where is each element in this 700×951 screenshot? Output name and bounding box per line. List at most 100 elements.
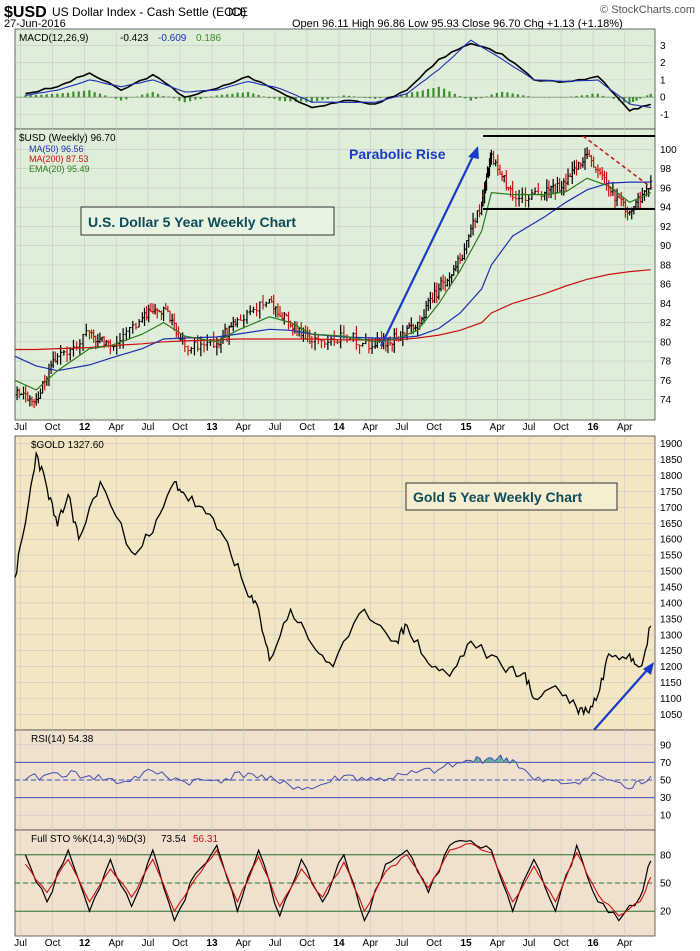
time-tick-label: Apr — [108, 938, 124, 949]
value-tick-label: 1500 — [660, 567, 683, 578]
value-tick-label: 1 — [660, 75, 666, 86]
macd-histogram-bar — [495, 92, 499, 98]
macd-histogram-bar — [220, 94, 224, 98]
macd-histogram-bar — [570, 96, 573, 98]
macd-histogram-bar — [241, 92, 244, 98]
value-tick-label: 1650 — [660, 519, 683, 530]
time-tick-label: 14 — [333, 938, 345, 949]
rsi-legend: RSI(14) 54.38 — [31, 734, 94, 745]
macd-histogram-bar — [649, 93, 652, 98]
value-tick-label: 90 — [660, 241, 672, 252]
macd-histogram-bar — [162, 95, 165, 98]
macd-histogram-bar — [119, 97, 123, 101]
time-tick-label: 16 — [587, 422, 599, 433]
macd-histogram-bar — [252, 93, 255, 98]
macd-histogram-bar — [642, 97, 645, 98]
macd-histogram-bar — [548, 97, 551, 98]
macd-histogram-bar — [332, 97, 335, 98]
sto-d-value: 56.31 — [193, 834, 218, 845]
value-tick-label: 1850 — [660, 455, 683, 466]
macd-histogram-bar — [299, 97, 303, 102]
time-tick-label: Apr — [617, 938, 633, 949]
macd-histogram-bar — [283, 97, 287, 102]
value-tick-label: 50 — [660, 776, 672, 787]
ema20-legend: EMA(20) 95.49 — [29, 164, 90, 174]
macd-histogram-bar — [586, 95, 589, 98]
time-tick-label: 14 — [333, 422, 345, 433]
parabolic-rise-arrow — [380, 151, 476, 347]
macd-histogram-bar — [411, 92, 414, 98]
macd-histogram-bar — [310, 97, 313, 103]
time-tick-label: Apr — [490, 422, 506, 433]
macd-histogram-bar — [501, 91, 504, 98]
gold-title-box — [405, 482, 618, 511]
macd-histogram-bar — [480, 97, 483, 99]
macd-histogram-bar — [199, 97, 202, 100]
macd-histogram-bar — [34, 94, 38, 98]
macd-legend-title: MACD(12,26,9) — [19, 33, 88, 44]
value-tick-label: 1350 — [660, 614, 683, 625]
time-tick-label: Jul — [14, 422, 27, 433]
macd-histogram-bar — [612, 97, 615, 99]
macd-histogram-bar — [358, 97, 361, 98]
time-tick-label: Jul — [142, 938, 155, 949]
usd-panel — [14, 128, 656, 421]
macd-histogram-bar — [596, 93, 599, 98]
macd-histogram-bar — [646, 95, 649, 98]
time-tick-label: Apr — [236, 938, 252, 949]
value-tick-label: 88 — [660, 260, 672, 271]
macd-histogram-bar — [554, 97, 557, 98]
macd-histogram-bar — [141, 94, 144, 98]
downtrend-line — [582, 135, 653, 189]
macd-histogram-bar — [437, 86, 440, 98]
macd-histogram-bar — [337, 96, 340, 98]
macd-histogram-bar — [135, 96, 138, 98]
macd-histogram-bar — [538, 97, 541, 98]
gold-price-line — [14, 450, 652, 717]
macd-histogram-bar — [379, 97, 382, 99]
macd-histogram-bar — [353, 96, 356, 98]
value-tick-label: 1600 — [660, 535, 683, 546]
macd-histogram-bar — [151, 91, 154, 98]
value-tick-label: 30 — [660, 793, 672, 804]
value-tick-label: 3 — [660, 41, 666, 52]
value-tick-label: 1050 — [660, 710, 683, 721]
time-tick-label: Jul — [269, 422, 282, 433]
macd-histogram-bar — [448, 91, 451, 98]
macd-histogram-bar — [522, 95, 525, 98]
macd-histogram-bar — [405, 93, 408, 98]
value-tick-label: 80 — [660, 850, 672, 861]
macd-histogram-bar — [215, 95, 218, 98]
parabolic-arrowhead — [468, 146, 479, 159]
macd-histogram-bar — [130, 97, 133, 98]
macd-histogram-bar — [109, 97, 112, 98]
macd-histogram-value: 0.186 — [196, 33, 221, 44]
watermark-label: © StockCharts.com — [600, 4, 695, 16]
macd-legend-value: -0.423 — [120, 33, 149, 44]
macd-histogram-bar — [543, 97, 546, 98]
macd-histogram-bar — [183, 97, 186, 103]
value-tick-label: 76 — [660, 376, 672, 387]
time-tick-label: Apr — [617, 422, 633, 433]
macd-histogram-bar — [45, 94, 48, 98]
value-tick-label: 70 — [660, 758, 672, 769]
macd-histogram-bar — [453, 93, 456, 98]
time-tick-label: 15 — [460, 938, 472, 949]
macd-histogram-bar — [257, 94, 260, 98]
macd-histogram-bar — [172, 97, 176, 99]
macd-histogram-bar — [564, 97, 567, 98]
sto-legend-title: Full STO %K(14,3) %D(3) — [31, 834, 146, 845]
macd-panel — [14, 28, 656, 130]
macd-histogram-bar — [342, 95, 345, 98]
gold-arrowhead — [643, 662, 654, 675]
trading-range-box — [483, 135, 655, 210]
value-tick-label: 0 — [660, 93, 666, 104]
sto-k-line — [24, 839, 652, 923]
macd-histogram-bar — [104, 95, 107, 98]
ma200-legend: MA(200) 87.53 — [29, 154, 89, 164]
value-tick-label: 80 — [660, 337, 672, 348]
macd-histogram-bar — [188, 97, 192, 102]
macd-histogram-bar — [459, 96, 462, 98]
macd-histogram-bar — [61, 93, 64, 98]
macd-histogram-bar — [602, 95, 605, 98]
